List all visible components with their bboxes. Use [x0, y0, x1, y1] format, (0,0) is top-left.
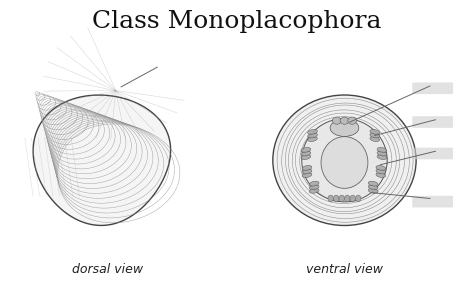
FancyBboxPatch shape — [412, 116, 453, 128]
FancyBboxPatch shape — [412, 196, 453, 207]
Ellipse shape — [308, 137, 318, 142]
Polygon shape — [33, 95, 171, 225]
Ellipse shape — [273, 95, 416, 226]
Ellipse shape — [301, 155, 311, 159]
Ellipse shape — [302, 119, 387, 202]
Ellipse shape — [332, 117, 341, 124]
Ellipse shape — [368, 188, 378, 193]
Ellipse shape — [345, 195, 350, 202]
Ellipse shape — [321, 136, 368, 188]
Ellipse shape — [310, 188, 319, 193]
Ellipse shape — [310, 185, 319, 190]
Ellipse shape — [376, 169, 386, 174]
Ellipse shape — [330, 119, 359, 136]
Ellipse shape — [301, 148, 311, 152]
Ellipse shape — [350, 195, 356, 202]
Ellipse shape — [339, 195, 345, 202]
Ellipse shape — [377, 148, 387, 152]
Ellipse shape — [368, 181, 378, 186]
Ellipse shape — [348, 117, 356, 124]
Ellipse shape — [308, 130, 318, 134]
Ellipse shape — [376, 165, 386, 170]
Ellipse shape — [301, 151, 311, 156]
Ellipse shape — [310, 181, 319, 186]
Text: dorsal view: dorsal view — [72, 263, 143, 276]
Ellipse shape — [356, 195, 361, 202]
Ellipse shape — [370, 137, 380, 142]
Ellipse shape — [368, 185, 378, 190]
Ellipse shape — [370, 130, 380, 134]
Text: Class Monoplacophora: Class Monoplacophora — [92, 10, 382, 32]
Ellipse shape — [333, 195, 339, 202]
Text: ventral view: ventral view — [306, 263, 383, 276]
Ellipse shape — [376, 173, 386, 178]
Ellipse shape — [370, 133, 380, 138]
Ellipse shape — [377, 151, 387, 156]
Ellipse shape — [308, 133, 318, 138]
Ellipse shape — [328, 195, 333, 202]
Ellipse shape — [302, 165, 312, 170]
Ellipse shape — [302, 173, 312, 178]
FancyBboxPatch shape — [412, 148, 453, 159]
Ellipse shape — [302, 169, 312, 174]
Ellipse shape — [377, 155, 387, 159]
Ellipse shape — [340, 117, 349, 124]
FancyBboxPatch shape — [412, 83, 453, 94]
